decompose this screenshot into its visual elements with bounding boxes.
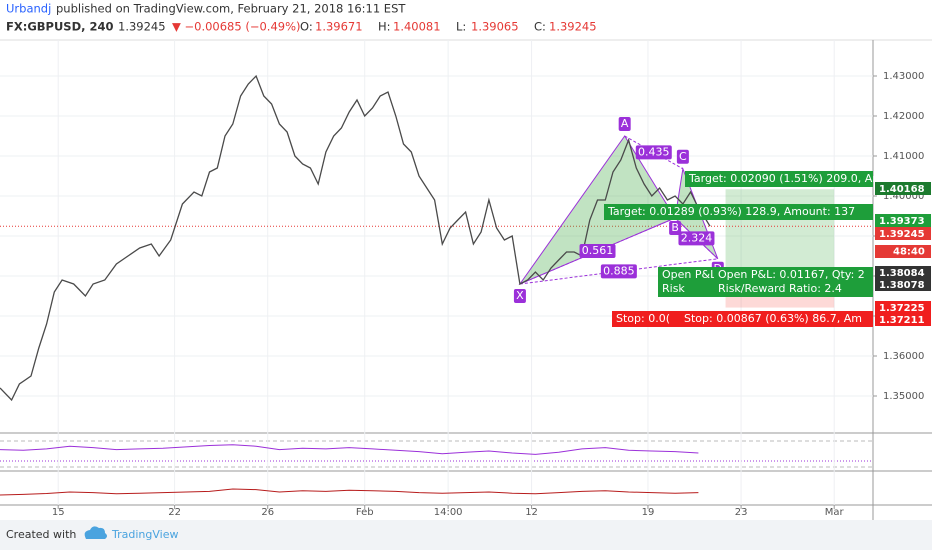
- note-box: [685, 171, 873, 187]
- logo: [84, 526, 107, 539]
- pattern-point-label: A: [621, 117, 629, 130]
- price-badge: [875, 313, 931, 326]
- x-tick-label: 12: [525, 507, 538, 518]
- pattern-point-label: X: [516, 289, 524, 302]
- footer-brand[interactable]: TradingView: [111, 528, 178, 541]
- price-badge-text: 1.38084: [879, 268, 925, 279]
- y-tick-label: 1.42000: [883, 111, 924, 122]
- osc-line: [0, 488, 699, 496]
- price-badge: [875, 278, 931, 291]
- y-tick-label: 1.35000: [883, 391, 924, 402]
- target-zone: [725, 189, 835, 273]
- ratio-box: [678, 231, 715, 246]
- price-badge: [875, 266, 931, 279]
- price-line: [0, 74, 711, 402]
- price-badge-text: 1.40168: [879, 184, 925, 195]
- pattern-point-label: B: [671, 221, 679, 234]
- change: ▼ −0.00685 (−0.49%): [172, 20, 301, 34]
- y-tick-label: 1.41000: [883, 151, 924, 162]
- symbol: FX:GBPUSD, 240: [6, 20, 114, 34]
- note-text: Stop: 0.00867 (0.63%) 86.7, Am: [684, 312, 862, 325]
- pattern-leg: [624, 135, 684, 170]
- x-tick-label: 22: [168, 507, 181, 518]
- ohlc-value: 1.39065: [471, 20, 519, 34]
- note-text: Target: 0.02090 (1.51%) 209.0, Am: [688, 172, 883, 185]
- note-text: Risk: [662, 282, 685, 295]
- note-text: Open P&L: [662, 268, 717, 281]
- footer-text: Created with: [6, 528, 76, 541]
- ratio-label: 0.561: [582, 244, 614, 257]
- ratio-box: [579, 244, 616, 258]
- y-tick-label: 1.43000: [883, 71, 924, 82]
- price-badge: [875, 301, 931, 314]
- x-tick-label: 26: [261, 507, 274, 518]
- price-badge-text: 1.37225: [879, 303, 925, 314]
- ratio-label: 0.885: [603, 264, 635, 277]
- ratio-box: [600, 264, 637, 279]
- price-badge-text: 1.39245: [879, 229, 925, 240]
- note-text: Open P&L: 0.01167, Qty: 2: [718, 268, 865, 281]
- note-box: [658, 267, 720, 297]
- pattern-point-label: C: [679, 150, 687, 163]
- price-badge-text: 1.37211: [879, 315, 925, 326]
- note-text: Risk/Reward Ratio: 2.4: [718, 282, 842, 295]
- x-tick-label: 14:00: [434, 507, 463, 518]
- note-box: [714, 267, 873, 297]
- pattern-leg: [519, 258, 718, 285]
- pattern-leg: [519, 217, 676, 285]
- price-badge: [875, 214, 931, 227]
- note-box: [680, 311, 873, 327]
- price-badge-text: 1.39373: [879, 216, 925, 227]
- note-text: Target: 0.01289 (0.93%) 128.9, Amount: 1…: [607, 205, 855, 218]
- x-tick-label: 23: [735, 507, 748, 518]
- note-text: Stop: 0.0(: [616, 312, 670, 325]
- pattern-point-box: [513, 289, 526, 303]
- price-badge-text: 1.38078: [879, 280, 925, 291]
- last-price: 1.39245: [118, 20, 166, 34]
- countdown: 48:40: [893, 247, 925, 258]
- ohlc-label: C:: [534, 20, 546, 34]
- ohlc-value: 1.39671: [315, 20, 363, 34]
- x-tick-label: 19: [642, 507, 655, 518]
- rsi-line: [0, 444, 699, 455]
- ratio-label: 2.324: [681, 231, 713, 244]
- ohlc: O: 1.39671 H: 1.40081 L: 1.39065 C: 1.39245: [300, 20, 597, 34]
- x-tick-label: Mar: [825, 507, 845, 518]
- ohlc-label: H:: [378, 20, 391, 34]
- pattern-point-box: [676, 149, 689, 164]
- published: published on TradingView.com, February 2…: [56, 2, 406, 16]
- ohlc-label: L:: [456, 20, 466, 34]
- price-badge: [875, 227, 931, 240]
- ratio-box: [635, 145, 672, 160]
- pattern-point-box: [669, 221, 682, 235]
- note-box: [612, 311, 692, 327]
- footer-bar: [0, 520, 932, 550]
- countdown-badge: [875, 245, 931, 258]
- x-tick-label: 15: [52, 507, 65, 518]
- ohlc-value: 1.39245: [549, 20, 597, 34]
- note-box: [604, 204, 873, 220]
- price-badge: [875, 182, 931, 195]
- ratio-label: 0.435: [638, 145, 670, 158]
- author[interactable]: Urbandj: [6, 2, 51, 16]
- pattern-point-box: [618, 117, 631, 131]
- x-tick-label: Feb: [356, 507, 374, 518]
- y-tick-label: 1.36000: [883, 351, 924, 362]
- ohlc-value: 1.40081: [393, 20, 441, 34]
- y-tick-label: 1.40000: [883, 191, 924, 202]
- ohlc-label: O:: [300, 20, 313, 34]
